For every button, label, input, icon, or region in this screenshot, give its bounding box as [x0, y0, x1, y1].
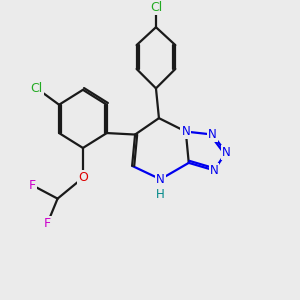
Text: N: N — [208, 128, 217, 141]
Text: F: F — [44, 218, 51, 230]
Text: Cl: Cl — [31, 82, 43, 95]
Text: O: O — [78, 171, 88, 184]
Text: Cl: Cl — [150, 1, 162, 14]
Text: N: N — [210, 164, 218, 177]
Text: N: N — [182, 125, 190, 138]
Text: F: F — [29, 179, 36, 192]
Text: N: N — [222, 146, 230, 159]
Text: N: N — [156, 173, 165, 186]
Text: H: H — [156, 188, 165, 201]
